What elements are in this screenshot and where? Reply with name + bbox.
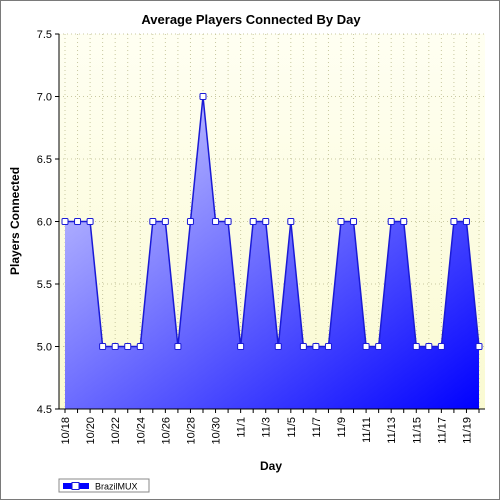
- x-tick-label: 11/15: [411, 417, 423, 444]
- x-tick-label: 10/28: [185, 417, 197, 445]
- series-area-layer: [65, 96, 479, 409]
- series-markers: [61, 93, 483, 350]
- y-tick-label: 7.0: [37, 92, 52, 104]
- y-tick-label: 5.5: [37, 279, 52, 291]
- data-point: [437, 343, 445, 350]
- x-tick-label: 10/30: [211, 417, 223, 445]
- data-point: [174, 343, 182, 350]
- data-point: [324, 343, 332, 350]
- data-point: [149, 218, 157, 225]
- data-point: [274, 343, 282, 350]
- data-point: [375, 343, 383, 350]
- y-tick-label: 6.0: [37, 217, 52, 229]
- x-tick-label: 11/5: [286, 417, 298, 438]
- data-point: [425, 343, 433, 350]
- y-axis-ticks: 4.5 5.0 5.5 6.0 6.5 7.0 7.5: [37, 29, 59, 416]
- data-point: [249, 218, 257, 225]
- data-point: [387, 218, 395, 225]
- x-tick-label: 11/17: [436, 417, 448, 444]
- data-point: [237, 343, 245, 350]
- data-point: [224, 218, 232, 225]
- data-point: [199, 93, 207, 100]
- y-axis-title: Players Connected: [8, 167, 22, 275]
- data-point: [337, 218, 345, 225]
- data-point: [99, 343, 107, 350]
- y-tick-label: 6.5: [37, 154, 52, 166]
- x-tick-label: 10/24: [135, 417, 147, 445]
- data-point: [400, 218, 408, 225]
- data-point: [462, 218, 470, 225]
- x-tick-label: 11/7: [311, 417, 323, 438]
- series-area: [65, 96, 479, 409]
- data-point: [161, 218, 169, 225]
- data-point: [61, 218, 69, 225]
- x-tick-label: 10/22: [110, 417, 122, 445]
- data-point: [74, 218, 82, 225]
- x-tick-label: 11/13: [386, 417, 398, 444]
- data-point: [299, 343, 307, 350]
- data-point: [450, 218, 458, 225]
- data-point: [212, 218, 220, 225]
- data-point: [312, 343, 320, 350]
- data-point: [475, 343, 483, 350]
- data-point: [111, 343, 119, 350]
- x-tick-label: 10/26: [160, 417, 172, 445]
- x-tick-label: 11/3: [261, 417, 273, 438]
- x-tick-label: 10/20: [85, 417, 97, 445]
- x-tick-label: 11/9: [336, 417, 348, 438]
- series-line-layer: [65, 96, 480, 348]
- y-tick-label: 5.0: [37, 342, 52, 354]
- legend-marker-icon: [71, 482, 80, 490]
- data-point: [350, 218, 358, 225]
- x-axis-ticks: 10/18 10/20 10/22 10/24 10/26 10/28 10/30 11/1 1…: [60, 409, 480, 445]
- series-line: [65, 96, 480, 348]
- data-point: [262, 218, 270, 225]
- data-point: [412, 343, 420, 350]
- data-point: [287, 218, 295, 225]
- data-point: [362, 343, 370, 350]
- chart-title: Average Players Connected By Day: [141, 12, 361, 27]
- y-tick-label: 7.5: [37, 29, 52, 41]
- legend: BrazilMUX: [58, 478, 150, 493]
- x-tick-label: 11/1: [236, 417, 248, 438]
- data-point: [186, 218, 194, 225]
- data-point: [124, 343, 132, 350]
- data-point: [136, 343, 144, 350]
- x-tick-label: 11/19: [461, 417, 473, 444]
- y-tick-label: 4.5: [37, 404, 52, 416]
- x-tick-label: 11/11: [361, 417, 373, 443]
- data-point: [86, 218, 94, 225]
- legend-label: BrazilMUX: [95, 482, 138, 492]
- x-axis-title: Day: [260, 459, 282, 473]
- x-tick-label: 10/18: [60, 417, 72, 445]
